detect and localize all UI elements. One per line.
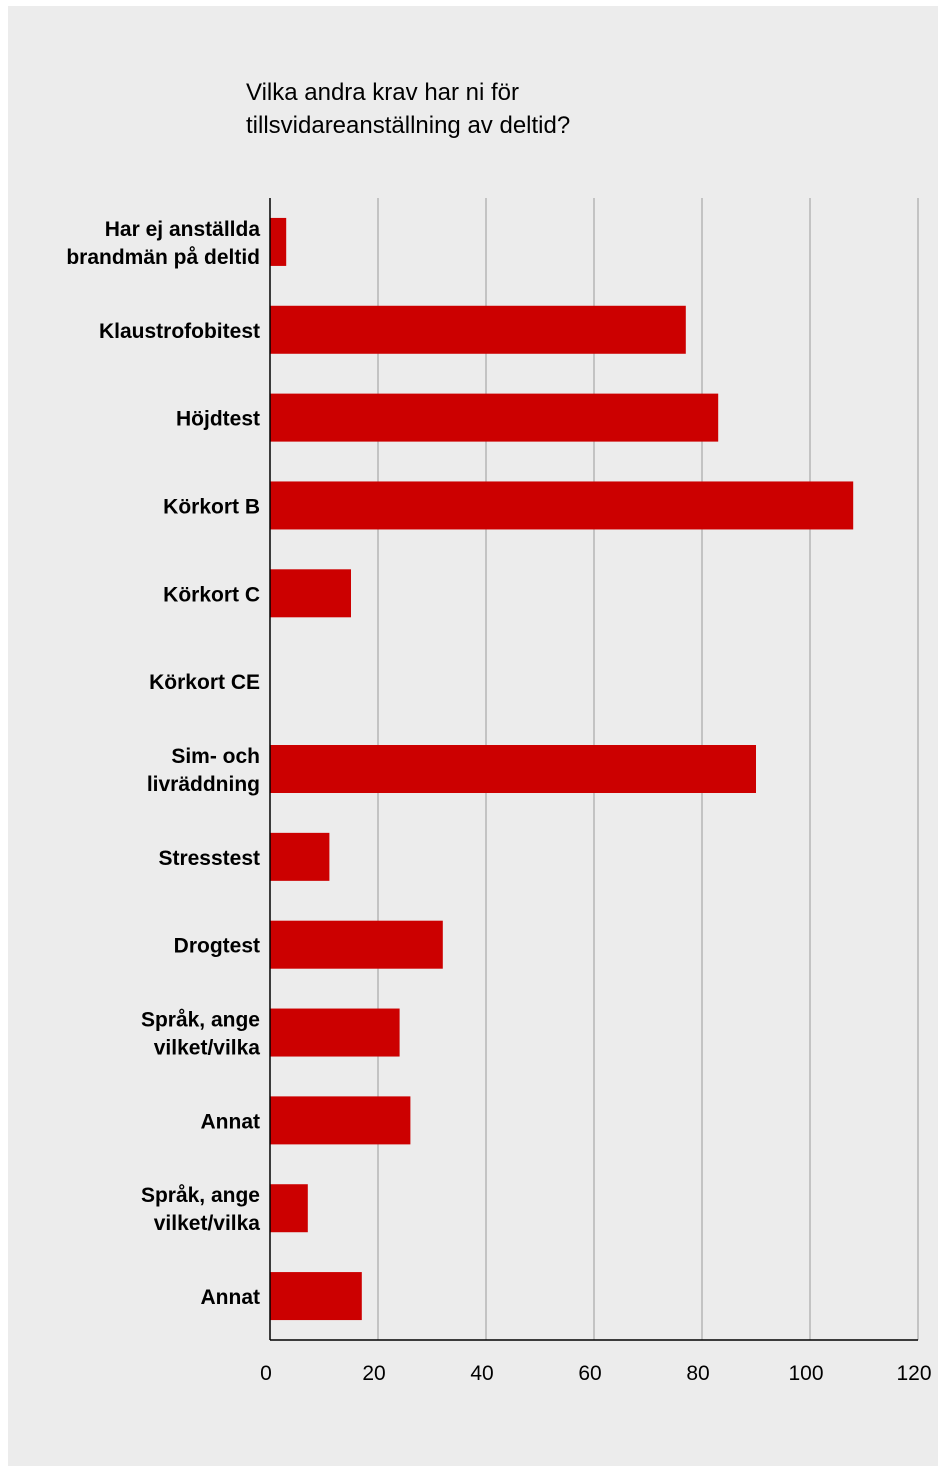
category-label: vilket/vilka [154, 1212, 261, 1235]
category-label: Drogtest [174, 935, 260, 958]
bar [270, 217, 287, 266]
chart-title-line-2: tillsvidareanställning av deltid? [246, 112, 571, 139]
category-label: vilket/vilka [154, 1037, 261, 1060]
axes [269, 198, 918, 1341]
category-label: Sim- och [171, 745, 260, 768]
category-label: Har ej anställda [105, 218, 261, 241]
bar [270, 1272, 362, 1321]
bar [270, 1008, 400, 1057]
bar [270, 393, 719, 442]
category-label: Annat [201, 1286, 261, 1309]
x-tick-label: 40 [470, 1362, 493, 1385]
bar [270, 305, 686, 354]
bar [270, 920, 443, 969]
bar [270, 745, 756, 793]
category-label: Språk, ange [141, 1184, 260, 1207]
chart-panel [8, 6, 938, 1466]
bar [270, 1096, 411, 1145]
chart-title: Vilka andra krav har ni för tillsvidarea… [246, 76, 806, 142]
x-tick-label: 80 [686, 1362, 709, 1385]
category-label: livräddning [147, 773, 260, 796]
category-label: Körkort CE [149, 671, 260, 694]
category-label: Höjdtest [176, 408, 260, 431]
bars [270, 217, 854, 1321]
category-label: Annat [201, 1110, 261, 1133]
x-tick-label: 100 [788, 1362, 823, 1385]
bar [270, 481, 854, 530]
x-tick-label: 0 [260, 1362, 272, 1385]
x-tick-label: 60 [578, 1362, 601, 1385]
chart-title-line-1: Vilka andra krav har ni för [246, 79, 520, 106]
category-label: Språk, ange [141, 1009, 260, 1032]
x-tick-label: 120 [896, 1362, 931, 1385]
category-label: Stresstest [158, 847, 260, 870]
category-label: Körkort B [163, 495, 260, 518]
category-labels: Har ej anställda brandmän på deltid Klaust… [66, 218, 260, 1309]
category-label: Klaustrofobitest [99, 320, 260, 343]
bar [270, 832, 330, 881]
x-tick-label: 20 [362, 1362, 385, 1385]
category-label: brandmän på deltid [66, 246, 260, 269]
bar [270, 1184, 308, 1233]
category-label: Körkort C [163, 583, 260, 606]
x-tick-labels: 0 20 40 60 80 100 120 [260, 1362, 931, 1385]
bar [270, 569, 351, 618]
